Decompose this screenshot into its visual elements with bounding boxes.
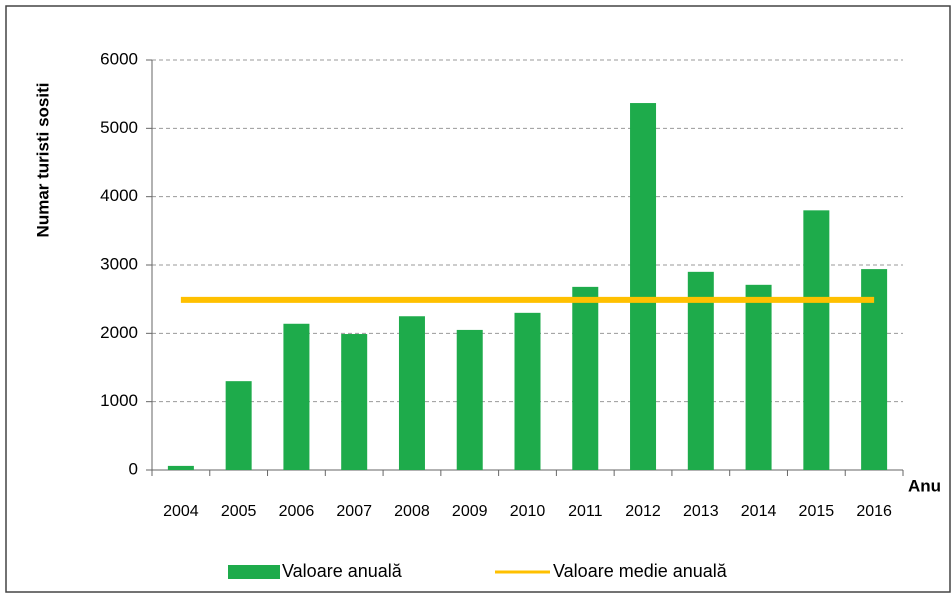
bar: [514, 312, 541, 470]
y-tick-label: 3000: [100, 254, 138, 273]
legend-label: Valoare anuală: [282, 561, 403, 581]
y-tick-label: 1000: [100, 391, 138, 410]
x-tick-label: 2012: [625, 503, 661, 520]
x-tick-label: 2016: [856, 503, 892, 520]
legend-swatch: [228, 565, 280, 579]
x-tick-label: 2011: [568, 503, 603, 520]
bar: [167, 465, 194, 470]
bar: [630, 103, 657, 471]
x-tick-label: 2014: [741, 503, 777, 520]
x-tick-label: 2015: [799, 503, 835, 520]
x-tick-label: 2005: [221, 503, 257, 520]
bar: [803, 210, 830, 471]
y-tick-label: 5000: [100, 118, 138, 137]
x-tick-label: 2010: [510, 503, 546, 520]
y-tick-label: 0: [129, 459, 138, 478]
y-axis-label: Numar turisti sositi: [33, 83, 52, 238]
x-tick-label: 2006: [279, 503, 315, 520]
y-tick-label: 2000: [100, 323, 138, 342]
x-tick-label: 2008: [394, 503, 430, 520]
x-tick-label: 2004: [163, 503, 199, 520]
y-tick-label: 6000: [100, 49, 138, 68]
legend-label: Valoare medie anuală: [553, 561, 728, 581]
bar: [456, 329, 483, 470]
x-tick-label: 2013: [683, 503, 719, 520]
bar: [398, 316, 425, 470]
bar: [341, 334, 368, 470]
bar: [687, 271, 714, 470]
x-tick-label: 2007: [336, 503, 372, 520]
bar: [225, 381, 252, 470]
bar: [745, 284, 772, 470]
x-axis-label: Anu: [908, 476, 941, 495]
bar: [572, 286, 599, 470]
y-tick-label: 4000: [100, 186, 138, 205]
x-tick-label: 2009: [452, 503, 488, 520]
bar: [283, 323, 310, 470]
